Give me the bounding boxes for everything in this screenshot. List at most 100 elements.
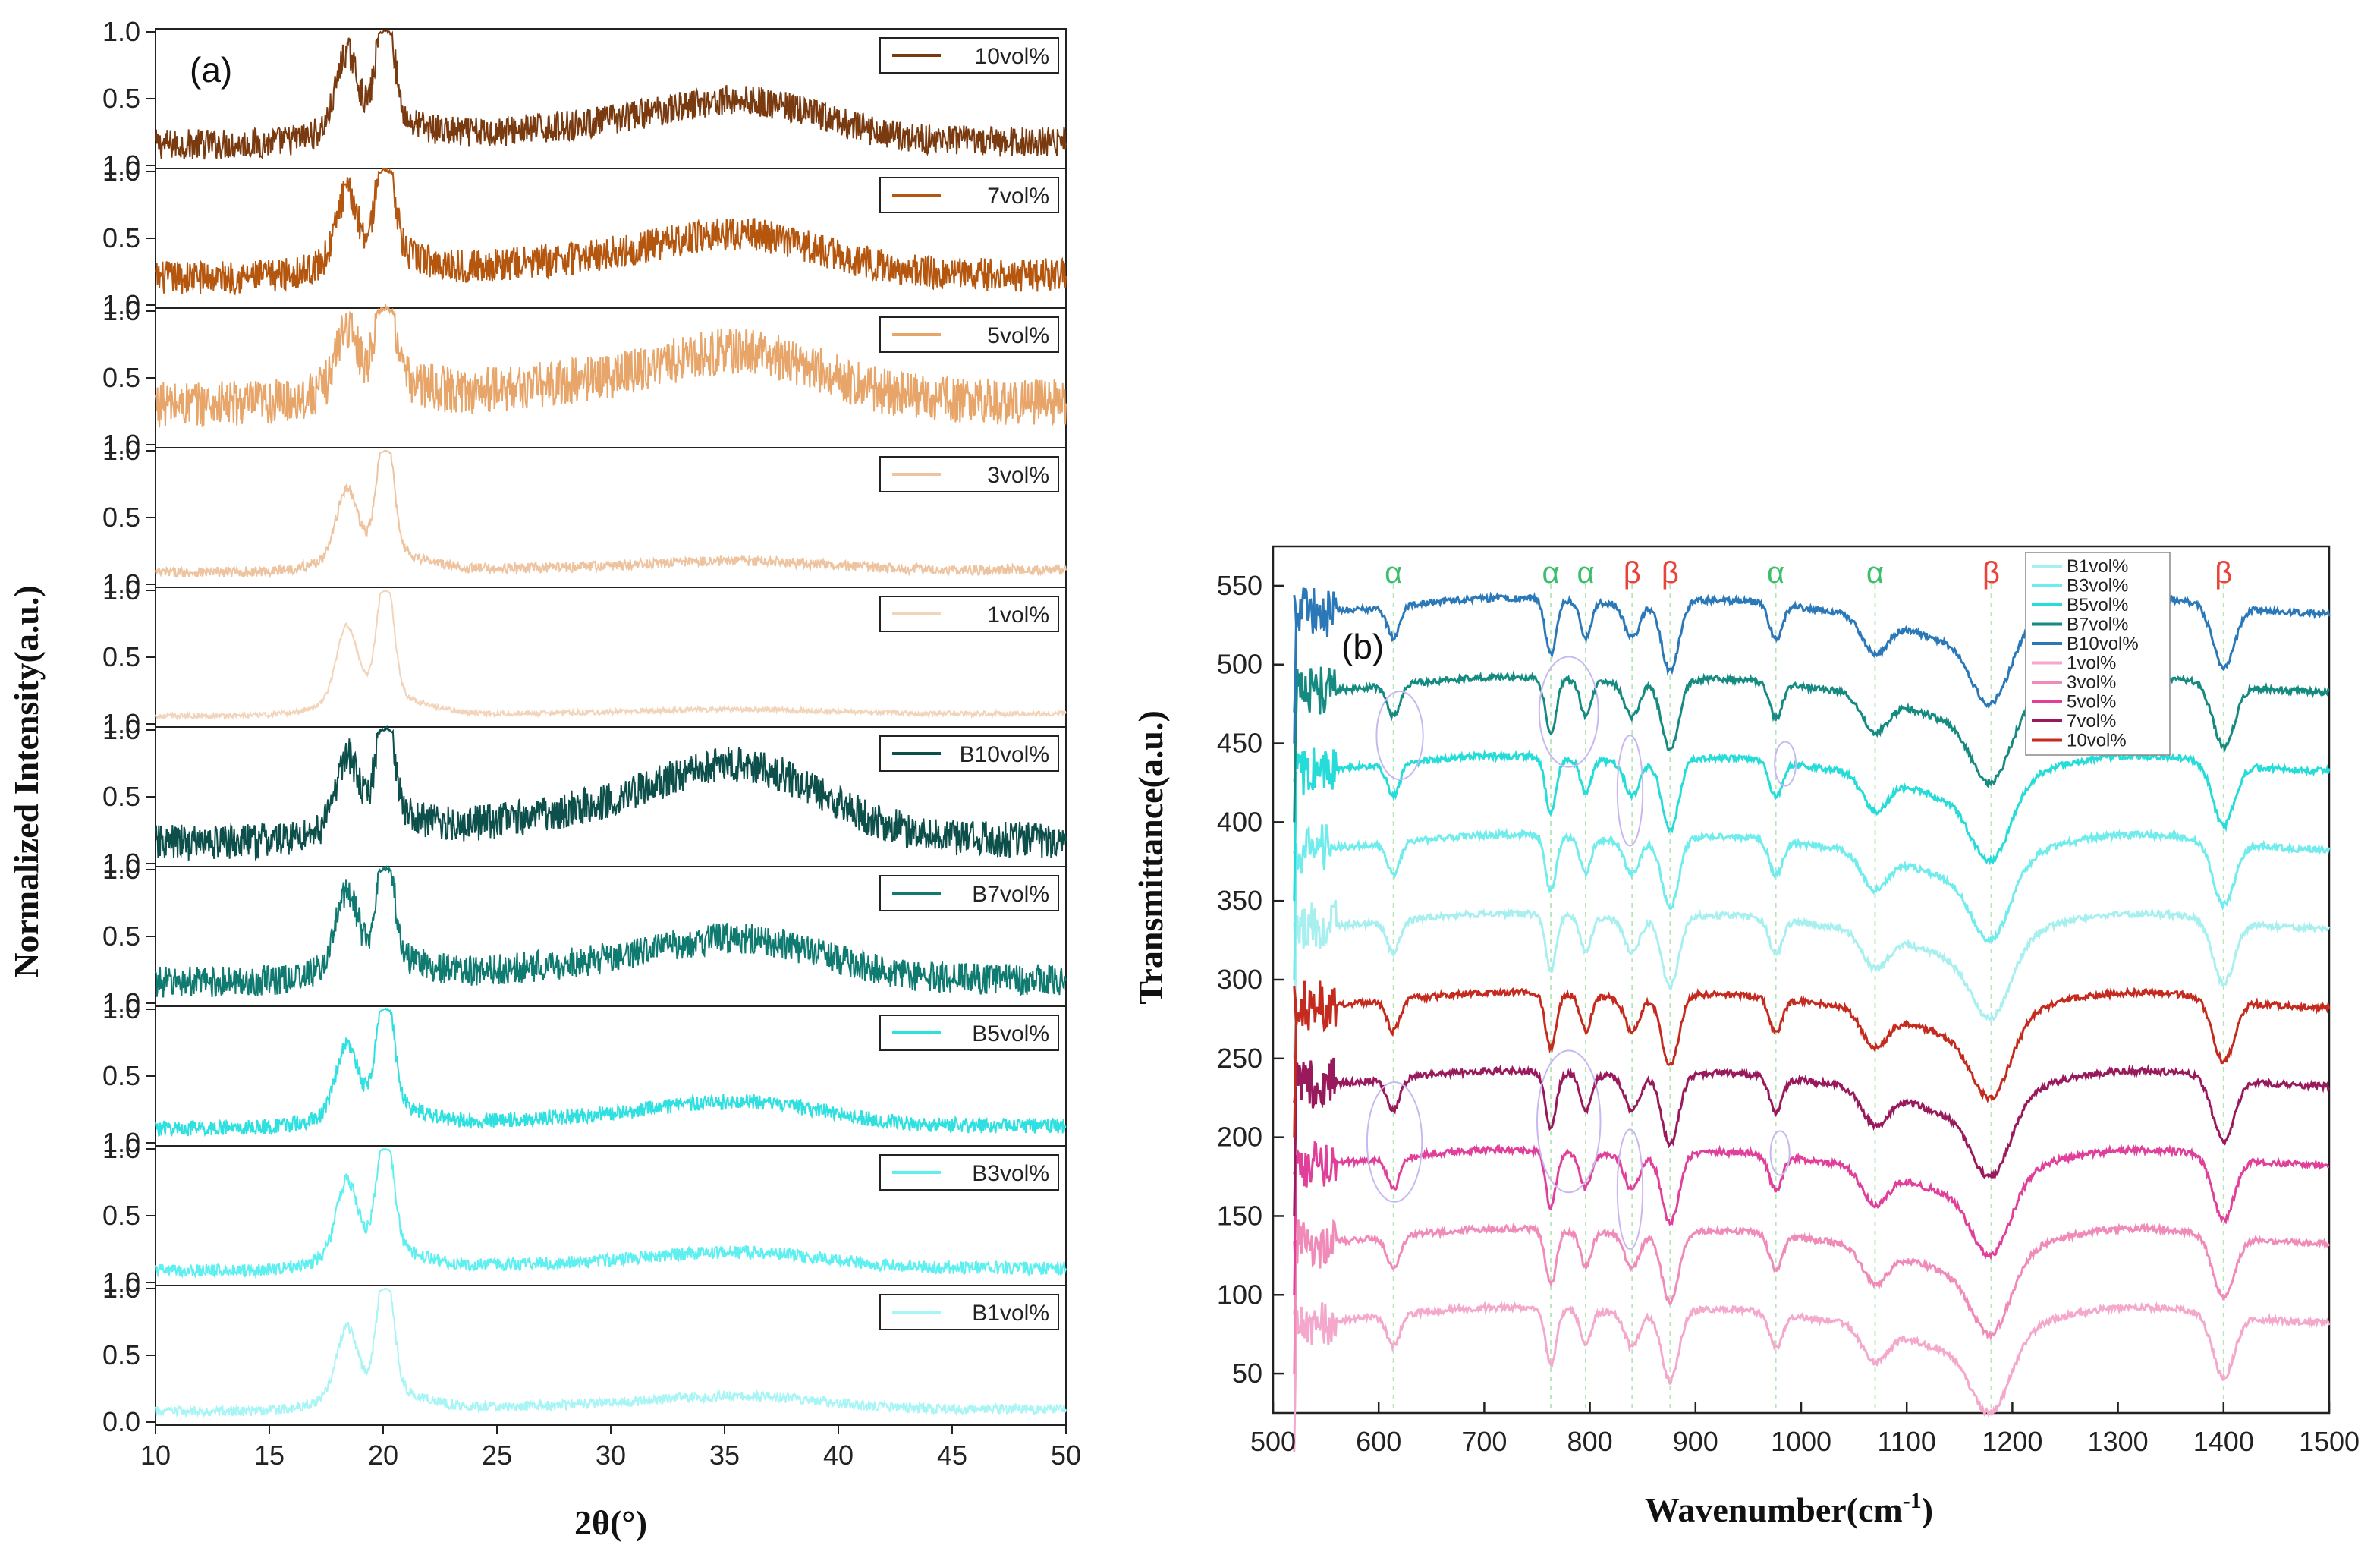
ftir-x-axis-title-main: Wavenumber(cm <box>1645 1490 1903 1529</box>
ftir-highlight-ellipse <box>1366 1081 1423 1203</box>
ftir-highlight-ellipse <box>1536 1049 1602 1194</box>
xrd-y-tick-label: 1.0 <box>102 1267 140 1298</box>
xrd-series-line <box>155 725 1067 861</box>
xrd-series-line <box>155 590 1067 722</box>
xrd-y-tick-label: 0.5 <box>102 781 140 812</box>
xrd-y-tick-label: 0.5 <box>102 362 140 393</box>
xrd-series-line <box>155 303 1067 428</box>
ftir-series-line <box>1293 899 2331 1059</box>
ftir-y-tick-label: 200 <box>1217 1122 1262 1153</box>
xrd-y-tick-label: 0.5 <box>102 502 140 533</box>
xrd-x-tick-label: 15 <box>254 1440 285 1471</box>
xrd-legend-label: 3vol% <box>987 463 1049 488</box>
panel-a-label: (a) <box>190 50 232 90</box>
ftir-y-tick-label: 250 <box>1217 1043 1262 1074</box>
xrd-x-tick-label: 40 <box>823 1440 854 1471</box>
ftir-y-tick-label: 550 <box>1217 570 1262 601</box>
xrd-x-tick-label: 30 <box>596 1440 626 1471</box>
ftir-y-axis-title: Transmittance(a.u.) <box>1131 710 1170 1005</box>
ftir-x-axis-title: Wavenumber(cm-1) <box>1645 1488 1933 1529</box>
xrd-y-tick-label: 1.0 <box>102 1127 140 1158</box>
ftir-series-line <box>1293 1057 2331 1216</box>
xrd-y-tick-label: 0.0 <box>102 1406 140 1437</box>
ftir-y-tick-label: 100 <box>1217 1279 1262 1310</box>
ftir-y-tick-label: 300 <box>1217 964 1262 995</box>
xrd-legend-label: B3vol% <box>972 1161 1049 1186</box>
ftir-highlight-ellipse <box>1538 656 1599 768</box>
xrd-y-tick-label: 0.5 <box>102 920 140 952</box>
panel-b-label: (b) <box>1341 627 1384 666</box>
ftir-highlight-ellipse <box>1616 735 1644 847</box>
xrd-series-line <box>155 168 1067 296</box>
xrd-y-tick-label: 1.0 <box>102 429 140 460</box>
ftir-x-tick-label: 800 <box>1567 1426 1613 1457</box>
xrd-y-tick-label: 1.0 <box>102 568 140 599</box>
ftir-band-label: α <box>1767 556 1784 590</box>
xrd-y-tick-label: 1.0 <box>102 574 140 606</box>
ftir-x-tick-label: 1100 <box>1877 1426 1935 1457</box>
ftir-series-line <box>1293 747 2331 902</box>
xrd-series-line <box>155 1287 1067 1419</box>
ftir-band-label: α <box>1542 556 1560 590</box>
ftir-legend-label: B5vol% <box>2067 595 2128 615</box>
xrd-legend-label: 1vol% <box>987 603 1049 628</box>
ftir-legend-label: 5vol% <box>2067 692 2116 713</box>
xrd-x-axis-title: 2θ(°) <box>574 1503 647 1542</box>
xrd-x-tick-label: 35 <box>709 1440 740 1471</box>
xrd-legend-label: B1vol% <box>972 1301 1049 1326</box>
ftir-band-label: β <box>2215 556 2232 590</box>
xrd-legend-label: 10vol% <box>975 44 1049 69</box>
ftir-x-axis-title-end: ) <box>1922 1490 1933 1529</box>
ftir-series-line <box>1293 1300 2331 1452</box>
xrd-x-tick-label: 20 <box>368 1440 398 1471</box>
xrd-y-tick-label: 1.0 <box>102 156 140 187</box>
ftir-x-tick-label: 600 <box>1356 1426 1401 1457</box>
ftir-band-label: α <box>1866 556 1884 590</box>
ftir-series-line <box>1293 587 2331 744</box>
xrd-y-tick-label: 1.0 <box>102 854 140 885</box>
ftir-y-tick-label: 400 <box>1217 806 1262 837</box>
ftir-series-line <box>1293 666 2330 823</box>
ftir-x-tick-label: 1000 <box>1771 1426 1831 1457</box>
xrd-legend-label: B5vol% <box>972 1021 1049 1046</box>
xrd-legend-label: B7vol% <box>972 882 1049 907</box>
xrd-y-tick-label: 0.5 <box>102 83 140 114</box>
ftir-highlight-ellipse <box>1774 741 1797 787</box>
ftir-legend-label: 7vol% <box>2067 711 2116 732</box>
xrd-series-line <box>155 1147 1067 1279</box>
xrd-y-tick-label: 1.0 <box>102 993 140 1024</box>
xrd-y-tick-label: 1.0 <box>102 1133 140 1164</box>
ftir-band-label: α <box>1577 556 1594 590</box>
xrd-legend-label: 7vol% <box>987 184 1049 209</box>
xrd-y-tick-label: 1.0 <box>102 714 140 745</box>
xrd-y-tick-label: 1.0 <box>102 1273 140 1304</box>
xrd-legend-box <box>879 1294 1059 1330</box>
ftir-x-tick-label: 1400 <box>2193 1426 2254 1457</box>
ftir-series-line <box>1293 980 2331 1138</box>
xrd-y-tick-label: 0.5 <box>102 222 140 253</box>
ftir-x-axis-title-sup: -1 <box>1903 1488 1922 1513</box>
xrd-y-tick-label: 0.5 <box>102 1200 140 1231</box>
xrd-series-line <box>155 29 1067 160</box>
xrd-y-tick-label: 1.0 <box>102 289 140 320</box>
xrd-y-tick-label: 1.0 <box>102 149 140 181</box>
xrd-y-tick-label: 1.0 <box>102 987 140 1018</box>
ftir-y-tick-label: 150 <box>1217 1200 1262 1231</box>
ftir-y-tick-label: 50 <box>1232 1358 1262 1389</box>
xrd-series-line <box>155 865 1067 998</box>
xrd-series-line <box>155 450 1067 579</box>
xrd-y-axis-title: Normalized Intensity(a.u.) <box>7 585 46 977</box>
xrd-y-tick-label: 1.0 <box>102 435 140 466</box>
ftir-legend-label: 10vol% <box>2067 731 2127 751</box>
ftir-band-label: α <box>1385 556 1402 590</box>
ftir-series-line <box>1293 824 2331 980</box>
xrd-y-tick-label: 0.5 <box>102 1339 140 1370</box>
ftir-highlight-ellipse <box>1616 1128 1644 1251</box>
ftir-x-tick-label: 1500 <box>2299 1426 2360 1457</box>
ftir-legend-label: 3vol% <box>2067 672 2116 693</box>
ftir-x-tick-label: 900 <box>1673 1426 1718 1457</box>
ftir-series-line <box>1293 1140 2330 1295</box>
ftir-x-tick-label: 1300 <box>2088 1426 2149 1457</box>
ftir-legend-label: B7vol% <box>2067 615 2128 635</box>
